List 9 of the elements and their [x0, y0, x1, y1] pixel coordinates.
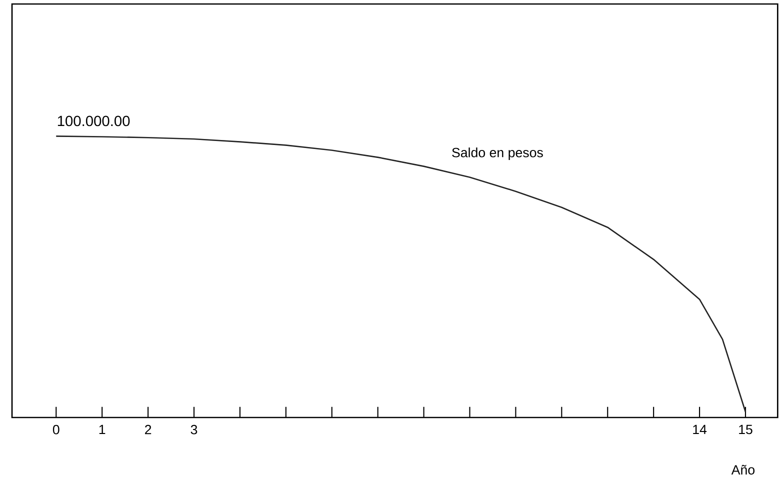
- x-tick-label: 15: [739, 424, 752, 434]
- x-tick-label: 1: [99, 424, 106, 434]
- x-tick-label: 14: [693, 424, 707, 434]
- x-tick-label: 2: [145, 424, 152, 434]
- x-tick-label: 3: [190, 424, 198, 434]
- annotation: 100.000.00: [58, 116, 130, 126]
- series-label: Saldo en pesos: [452, 148, 543, 160]
- x-tick-label: 0: [52, 424, 60, 434]
- x-axis-title: Año: [731, 464, 755, 475]
